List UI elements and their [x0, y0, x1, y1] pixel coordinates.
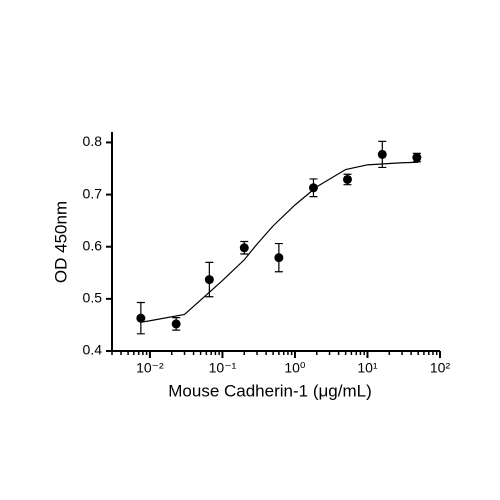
- y-tick-label: 0.4: [83, 342, 103, 358]
- x-tick-label: 10²: [430, 360, 451, 376]
- data-point: [377, 149, 387, 159]
- data-point: [204, 275, 214, 285]
- data-point: [171, 319, 181, 329]
- data-point: [136, 313, 146, 323]
- x-tick-label: 10¹: [357, 360, 378, 376]
- x-tick-label: 10⁻²: [136, 360, 164, 376]
- x-tick-label: 10⁻¹: [209, 360, 237, 376]
- data-point: [308, 183, 318, 193]
- y-axis-title: OD 450nm: [51, 201, 70, 283]
- fit-curve: [140, 161, 419, 323]
- y-tick-label: 0.5: [83, 290, 103, 306]
- y-tick-label: 0.6: [83, 237, 103, 253]
- y-tick-label: 0.8: [83, 133, 103, 149]
- data-point: [274, 253, 284, 263]
- data-point: [342, 174, 352, 184]
- data-point: [412, 153, 422, 163]
- x-tick-label: 10⁰: [284, 360, 306, 376]
- x-axis-title: Mouse Cadherin-1 (μg/mL): [168, 381, 372, 400]
- data-point: [239, 243, 249, 253]
- y-tick-label: 0.7: [83, 185, 103, 201]
